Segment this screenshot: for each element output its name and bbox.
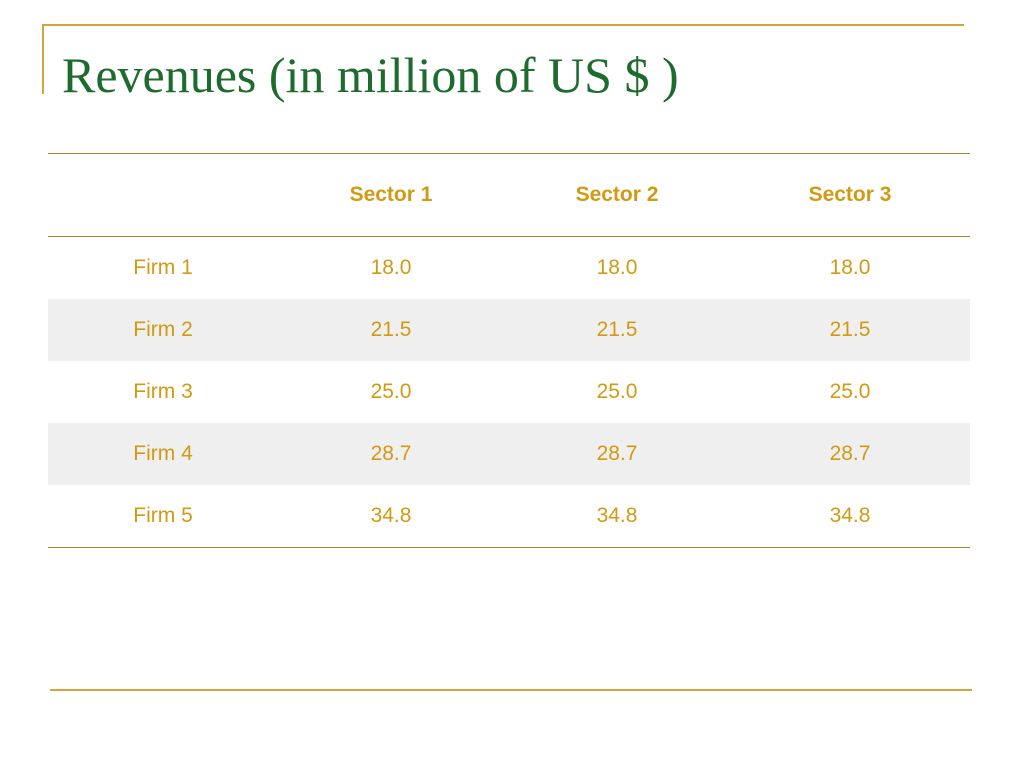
header-cell-sector-2: Sector 2 xyxy=(575,183,659,206)
frame-top-rule xyxy=(44,24,964,26)
footer-rule xyxy=(50,689,972,691)
table-cell: 18.0 xyxy=(596,256,638,279)
frame-left-rule xyxy=(42,24,44,94)
row-label: Firm 2 xyxy=(133,318,193,341)
table-cell: 25.0 xyxy=(370,380,412,403)
table-cell: 28.7 xyxy=(596,442,638,465)
table-cell: 18.0 xyxy=(829,256,871,279)
table-header-row: Sector 1 Sector 2 Sector 3 xyxy=(48,154,970,237)
table-row: Firm 3 25.0 25.0 25.0 xyxy=(48,361,970,423)
table-row: Firm 5 34.8 34.8 34.8 xyxy=(48,485,970,547)
table-cell: 34.8 xyxy=(370,504,412,527)
table-cell: 28.7 xyxy=(829,442,871,465)
table-cell: 21.5 xyxy=(829,318,871,341)
row-label: Firm 4 xyxy=(133,442,193,465)
table-row: Firm 1 18.0 18.0 18.0 xyxy=(48,237,970,299)
slide-title: Revenues (in million of US $ ) xyxy=(62,47,679,103)
table-cell: 18.0 xyxy=(370,256,412,279)
revenue-table: Sector 1 Sector 2 Sector 3 Firm 1 18.0 1… xyxy=(48,153,970,548)
row-label: Firm 5 xyxy=(133,504,193,527)
table-cell: 25.0 xyxy=(596,380,638,403)
table-row: Firm 2 21.5 21.5 21.5 xyxy=(48,299,970,361)
header-cell-sector-3: Sector 3 xyxy=(808,183,892,206)
row-label: Firm 1 xyxy=(133,256,193,279)
table-cell: 34.8 xyxy=(596,504,638,527)
table-cell: 28.7 xyxy=(370,442,412,465)
table-row: Firm 4 28.7 28.7 28.7 xyxy=(48,423,970,485)
table-cell: 34.8 xyxy=(829,504,871,527)
row-label: Firm 3 xyxy=(133,380,193,403)
table-cell: 21.5 xyxy=(596,318,638,341)
table-cell: 21.5 xyxy=(370,318,412,341)
table-cell: 25.0 xyxy=(829,380,871,403)
header-cell-sector-1: Sector 1 xyxy=(349,183,433,206)
